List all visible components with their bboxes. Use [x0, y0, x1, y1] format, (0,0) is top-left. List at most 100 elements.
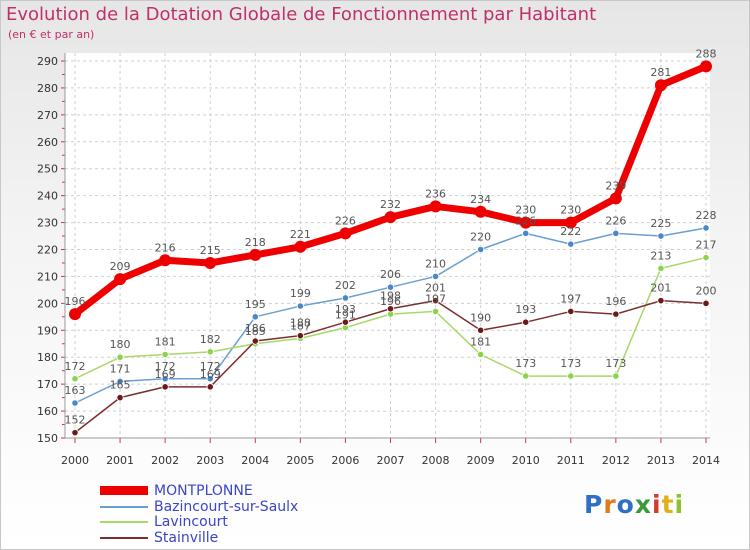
data-label: 190	[470, 311, 491, 324]
data-point	[294, 240, 307, 253]
data-point	[71, 429, 79, 437]
legend-swatch-bazincourt	[100, 506, 148, 508]
data-point	[612, 310, 620, 318]
data-label: 195	[245, 298, 266, 311]
data-point	[477, 350, 485, 359]
data-label: 173	[515, 357, 536, 370]
data-point	[431, 307, 440, 316]
data-label: 239	[605, 179, 626, 192]
data-label: 182	[200, 333, 221, 346]
y-tick-label: 270	[37, 109, 58, 122]
data-label: 187	[290, 319, 311, 332]
data-label: 193	[515, 303, 536, 316]
data-point	[386, 305, 395, 313]
data-label: 201	[650, 282, 671, 295]
data-point	[567, 240, 575, 248]
data-label: 230	[515, 204, 536, 217]
data-point	[341, 318, 350, 326]
data-label: 226	[515, 214, 536, 227]
y-tick-label: 160	[37, 405, 58, 418]
data-label: 196	[380, 295, 401, 308]
data-label: 172	[65, 360, 86, 373]
data-label: 185	[245, 325, 266, 338]
data-point	[206, 383, 214, 391]
data-point	[339, 227, 352, 240]
x-tick-label: 2000	[61, 454, 89, 467]
data-label: 193	[335, 303, 356, 316]
data-label: 217	[696, 239, 717, 252]
data-label: 172	[155, 360, 176, 373]
proxiti-logo: Proxiti	[584, 490, 684, 519]
data-label: 232	[380, 198, 401, 211]
data-point	[116, 394, 124, 402]
data-label: 210	[425, 257, 446, 270]
y-tick-label: 290	[37, 55, 58, 68]
x-tick-label: 2013	[647, 454, 675, 467]
data-label: 221	[290, 228, 311, 241]
legend-item-stainville: Stainville	[100, 530, 360, 546]
data-point	[161, 383, 169, 391]
data-label: 230	[560, 204, 581, 217]
data-point	[431, 297, 440, 305]
data-label: 200	[696, 284, 717, 297]
data-point	[251, 313, 259, 321]
data-point	[296, 332, 304, 340]
data-label: 197	[425, 292, 446, 305]
data-point	[161, 375, 169, 383]
legend: MONTPLONNE Bazincourt-sur-Saulx Lavincou…	[100, 482, 360, 546]
data-label: 196	[65, 295, 86, 308]
legend-label-stainville: Stainville	[154, 530, 219, 546]
data-point	[522, 229, 530, 237]
x-tick-label: 2005	[286, 454, 314, 467]
data-point	[657, 264, 665, 272]
x-tick-label: 2014	[692, 454, 720, 467]
data-point	[114, 273, 127, 286]
data-point	[206, 375, 214, 383]
data-label: 163	[65, 384, 86, 397]
data-point	[116, 353, 124, 361]
data-label: 169	[200, 368, 221, 381]
data-point	[71, 399, 79, 407]
y-tick-label: 280	[37, 82, 58, 95]
data-point	[249, 248, 262, 261]
data-label: 213	[650, 249, 671, 262]
legend-swatch-montplonne	[100, 486, 148, 495]
data-label: 165	[110, 379, 131, 392]
x-tick-label: 2011	[557, 454, 585, 467]
data-label: 180	[110, 338, 131, 351]
x-tick-label: 2004	[241, 454, 269, 467]
y-tick-label: 200	[37, 297, 58, 310]
data-label: 191	[335, 309, 356, 322]
x-tick-label: 2003	[196, 454, 224, 467]
y-tick-label: 210	[37, 270, 58, 283]
data-point	[161, 350, 169, 359]
y-tick-label: 220	[37, 244, 58, 257]
data-label: 220	[470, 231, 491, 244]
data-label: 226	[605, 214, 626, 227]
data-point	[700, 60, 712, 73]
data-label: 199	[290, 287, 311, 300]
y-tick-label: 170	[37, 378, 58, 391]
data-label: 196	[605, 295, 626, 308]
data-point	[702, 224, 710, 232]
data-label: 201	[425, 282, 446, 295]
data-point	[477, 245, 485, 254]
legend-label-lavincourt: Lavincourt	[154, 514, 228, 530]
data-point	[477, 326, 485, 334]
data-label: 173	[605, 357, 626, 370]
data-label: 169	[155, 368, 176, 381]
legend-item-montplonne: MONTPLONNE	[100, 482, 360, 500]
legend-item-bazincourt: Bazincourt-sur-Saulx	[100, 500, 360, 514]
x-tick-label: 2001	[106, 454, 134, 467]
y-tick-label: 260	[37, 136, 58, 149]
legend-swatch-stainville	[100, 537, 148, 539]
data-label: 186	[245, 322, 266, 335]
data-point	[657, 297, 665, 305]
y-tick-label: 150	[37, 432, 58, 445]
data-label: 218	[245, 236, 266, 249]
data-point	[384, 211, 397, 224]
data-label: 226	[335, 214, 356, 227]
data-point	[609, 192, 622, 205]
x-tick-label: 2006	[331, 454, 359, 467]
